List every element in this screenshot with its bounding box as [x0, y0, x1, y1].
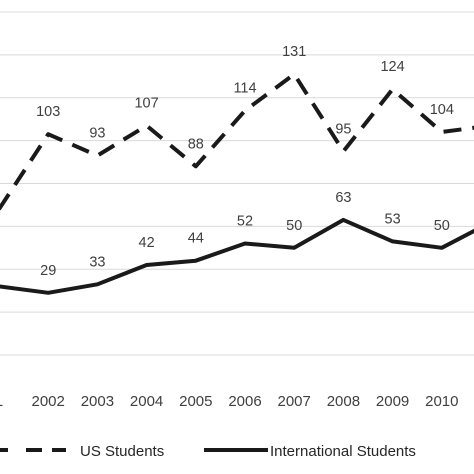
data-label: 114 [233, 81, 256, 97]
x-tick-label: 2007 [278, 393, 311, 410]
data-label: 44 [188, 231, 204, 247]
data-label: 29 [40, 263, 56, 279]
series-lines [0, 72, 474, 295]
data-labels: 103 93 107 88 114 131 95 124 104 29 33 42 44 52 50 63 53… [36, 44, 454, 279]
data-label: 63 [335, 190, 351, 206]
legend: US Students International Students [0, 443, 416, 460]
x-axis-tick-labels: 1 2002 2003 2004 2005 2006 2007 2008 2009 2010 [0, 393, 458, 410]
data-label: 50 [434, 218, 450, 234]
data-label: 50 [286, 218, 302, 234]
x-tick-label: 2009 [376, 393, 409, 410]
data-label: 95 [335, 121, 351, 137]
x-tick-label: 2010 [425, 393, 458, 410]
gridlines [0, 11, 474, 356]
data-label: 52 [237, 214, 253, 230]
x-tick-label: 2008 [327, 393, 360, 410]
x-tick-label: 2005 [179, 393, 212, 410]
data-label: 88 [188, 136, 204, 152]
x-tick-label: 2006 [228, 393, 261, 410]
series-line-us-students [0, 72, 474, 211]
data-label: 107 [134, 96, 158, 112]
data-label: 93 [89, 126, 105, 142]
data-label: 53 [385, 211, 401, 227]
x-tick-label: 1 [0, 393, 3, 410]
data-label: 42 [139, 235, 155, 251]
x-tick-label: 2004 [130, 393, 163, 410]
data-label: 103 [36, 104, 60, 120]
x-tick-label: 2003 [81, 393, 114, 410]
x-tick-label: 2002 [32, 393, 65, 410]
legend-label-us-students: US Students [80, 443, 164, 460]
series-line-international-students [0, 217, 474, 295]
data-label: 33 [89, 254, 105, 270]
data-label: 124 [380, 59, 404, 75]
legend-label-international-students: International Students [270, 443, 416, 460]
data-label: 104 [430, 102, 454, 118]
data-label: 131 [282, 44, 306, 60]
